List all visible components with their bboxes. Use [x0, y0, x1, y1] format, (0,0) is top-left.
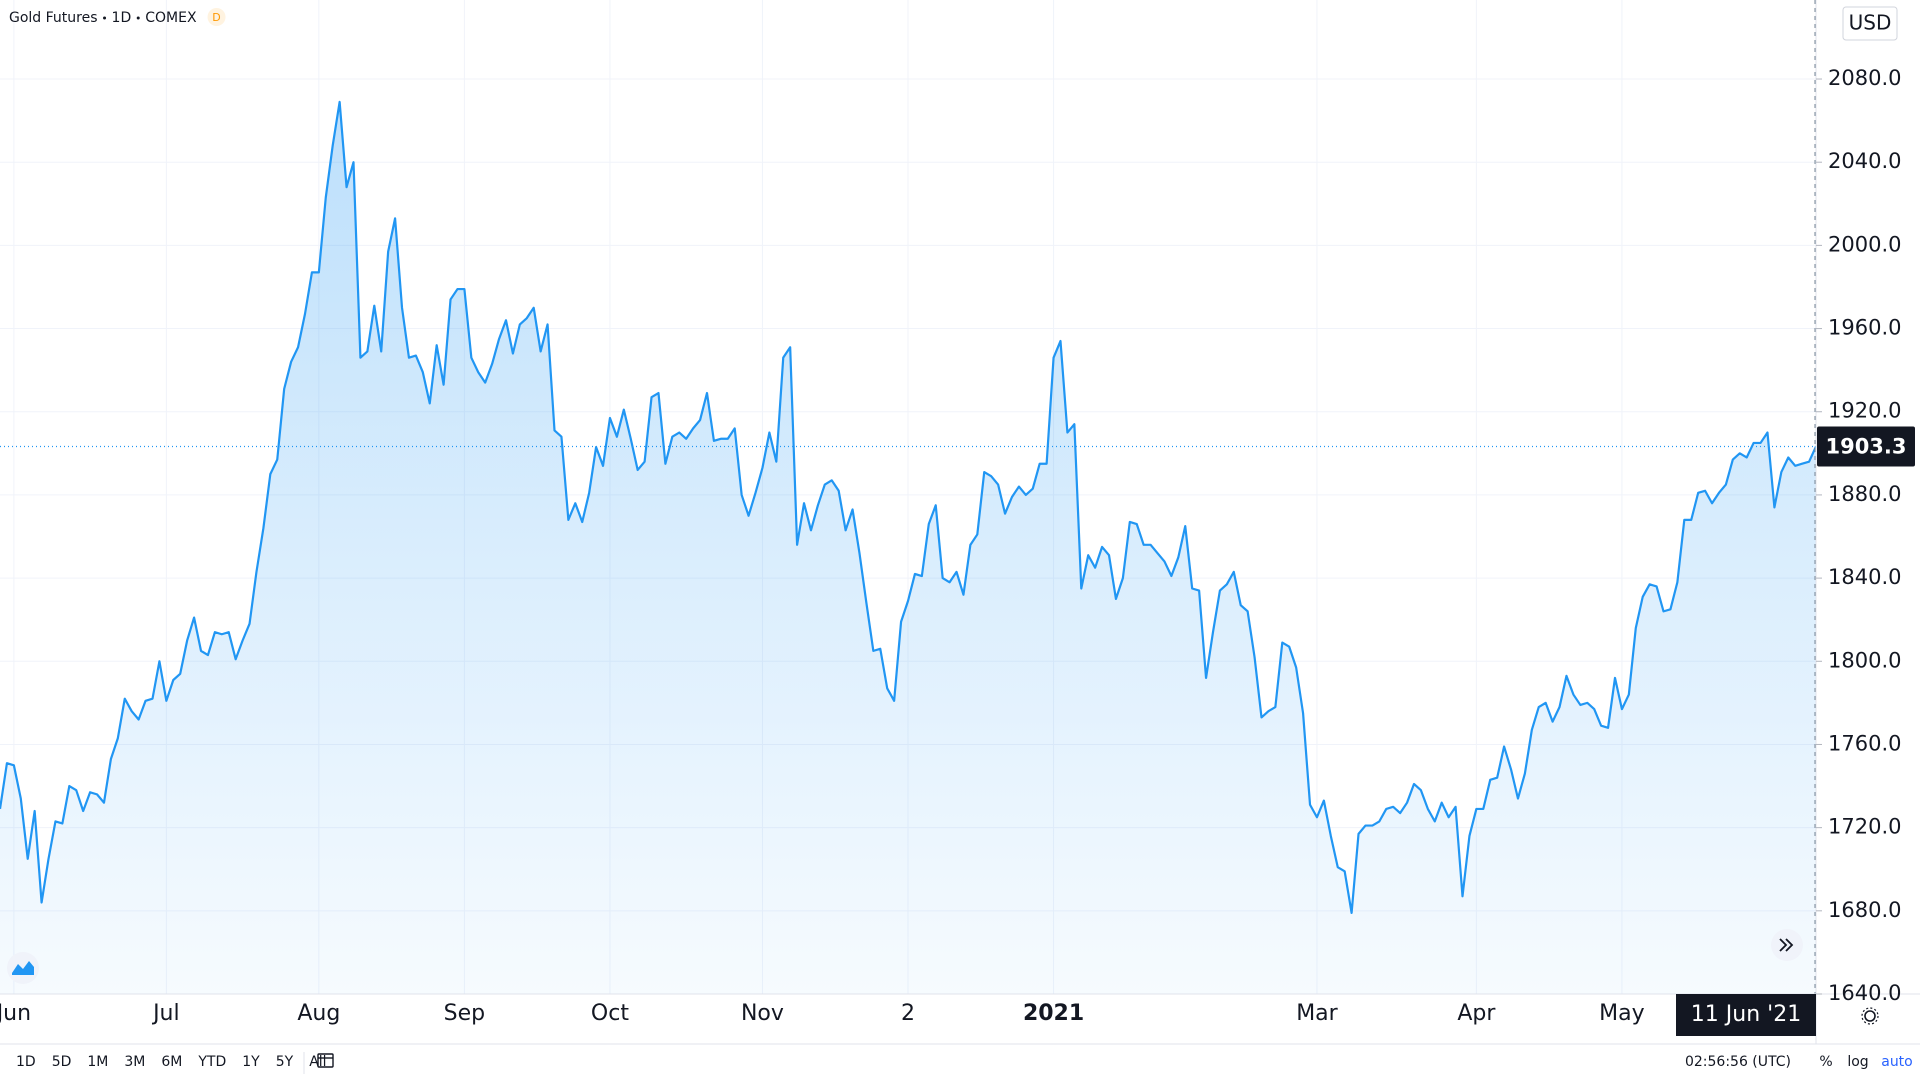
last-price-box — [1817, 426, 1915, 467]
axes: 1640.0 1680.0 1720.0 1760.0 1800.0 1840.0 1880… — [0, 66, 1915, 1036]
x-tick-label: Mar — [1296, 1001, 1338, 1026]
plot-area — [0, 0, 1816, 994]
currency[interactable]: USD — [1849, 11, 1892, 35]
x-tick-label: Sep — [444, 1001, 485, 1026]
x-tick-label: Apr — [1457, 1001, 1496, 1026]
settings-button[interactable] — [1864, 1010, 1876, 1022]
range-button[interactable]: 3M — [124, 1054, 145, 1070]
last-price-label: 1903.3 — [1825, 434, 1906, 458]
x-tick-label: 2021 — [1023, 1001, 1084, 1026]
interval: 1D — [112, 10, 132, 26]
y-tick-label: 1920.0 — [1828, 399, 1901, 423]
range-button[interactable]: 6M — [161, 1054, 182, 1070]
y-tick-label: 1960.0 — [1828, 316, 1901, 340]
scroll-icon — [1779, 938, 1794, 952]
y-tick-label: 1840.0 — [1828, 565, 1901, 589]
logo-icon — [12, 961, 34, 975]
x-tick-label: Nov — [741, 1001, 784, 1026]
x-tick-label: Aug — [297, 1001, 340, 1026]
range-button[interactable]: All — [309, 1054, 326, 1070]
y-tick-label: 1720.0 — [1828, 815, 1901, 839]
x-tick-label: May — [1599, 1001, 1644, 1026]
x-tick-label: Jun — [0, 1001, 31, 1026]
y-tick-label: 1680.0 — [1828, 898, 1901, 922]
toolbar: 1D 5D 1M 3M 6M YTD 1Y 5Y All 02:56:56 (UTC)% log au… — [16, 1054, 1913, 1070]
logo-button[interactable] — [7, 952, 39, 984]
scale-option[interactable]: log — [1847, 1054, 1868, 1070]
badge[interactable]: D — [212, 11, 220, 24]
y-tick-label: 1800.0 — [1828, 648, 1901, 672]
legend-header: Gold Futures 1D COMEX D — [9, 8, 226, 26]
range-button[interactable]: 5D — [52, 1054, 72, 1070]
separator — [103, 16, 107, 20]
currency-box[interactable] — [1842, 6, 1898, 41]
y-tick-label: 1640.0 — [1828, 981, 1901, 1005]
symbol: Gold Futures — [9, 10, 98, 26]
range-button[interactable]: YTD — [197, 1054, 226, 1070]
x-tick-label: Oct — [591, 1001, 629, 1026]
y-tick-label: 1760.0 — [1828, 731, 1901, 755]
range-button[interactable]: 5Y — [276, 1054, 294, 1070]
x-tick-label: 2 — [901, 1001, 915, 1026]
x-tick-label: Jul — [151, 1001, 180, 1026]
range-button[interactable]: 1M — [87, 1054, 108, 1070]
y-tick-label: 2080.0 — [1828, 66, 1901, 90]
range-button[interactable]: 1D — [16, 1054, 36, 1070]
price-line — [0, 100, 1816, 914]
separator — [136, 16, 140, 20]
y-tick-label: 2000.0 — [1828, 232, 1901, 256]
y-tick-label: 1880.0 — [1828, 482, 1901, 506]
crosshair-box — [1676, 994, 1816, 1036]
clock: 02:56:56 (UTC) — [1685, 1054, 1791, 1070]
y-tick-label: 2040.0 — [1828, 149, 1901, 173]
crosshair-label: 11 Jun '21 — [1691, 1002, 1801, 1027]
exchange: COMEX — [145, 10, 197, 26]
scale-option[interactable]: auto — [1881, 1054, 1913, 1070]
badge-bg — [207, 8, 226, 26]
range-button[interactable]: 1Y — [242, 1054, 260, 1070]
settings-teeth — [1861, 1007, 1879, 1025]
area-fill — [0, 101, 1816, 994]
date-range-button[interactable] — [317, 1053, 334, 1068]
scale-option[interactable]: % — [1819, 1054, 1832, 1070]
